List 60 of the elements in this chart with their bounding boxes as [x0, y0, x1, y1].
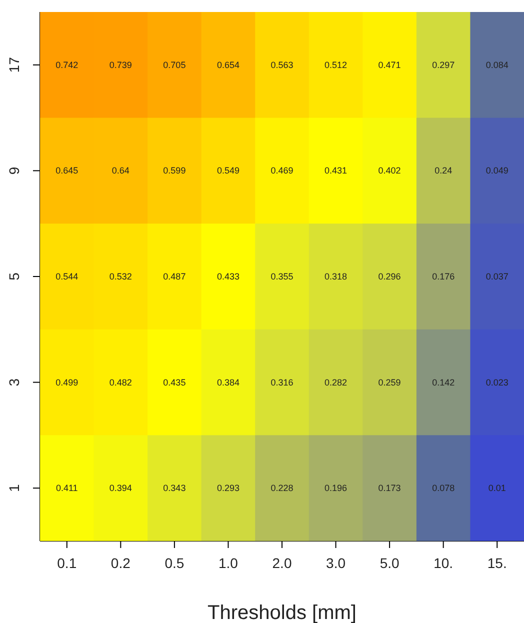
y-tick-label: 3: [6, 378, 22, 386]
data-label: 0.343: [163, 483, 186, 494]
data-label: 0.142: [432, 377, 455, 388]
x-tick-label: 2.0: [272, 554, 292, 571]
data-label: 0.431: [324, 166, 348, 176]
data-label: 0.471: [378, 60, 401, 70]
x-tick-label: 0.2: [110, 554, 131, 571]
data-label: 0.654: [216, 60, 240, 70]
data-label: 0.563: [270, 60, 294, 70]
data-label: 0.084: [486, 60, 508, 70]
data-label: 0.173: [378, 483, 401, 494]
data-label: 0.282: [324, 377, 348, 388]
data-label: 0.318: [324, 272, 348, 282]
data-label: 0.433: [216, 272, 240, 282]
data-label: 0.297: [432, 60, 455, 70]
data-label: 0.645: [56, 166, 78, 176]
data-label: 0.259: [378, 377, 401, 388]
data-label: 0.482: [109, 377, 132, 388]
x-tick-label: 1.0: [218, 554, 238, 571]
data-label: 0.739: [109, 60, 132, 70]
x-axis-title: Thresholds [mm]: [208, 602, 356, 623]
data-label: 0.512: [324, 60, 348, 70]
data-label: 0.228: [270, 483, 294, 494]
data-label: 0.544: [56, 272, 78, 282]
data-label: 0.176: [432, 272, 455, 282]
data-label: 0.049: [486, 166, 508, 176]
data-label: 0.499: [56, 377, 78, 388]
y-tick-label: 9: [6, 166, 22, 175]
data-label: 0.24: [434, 166, 452, 176]
data-label: 0.469: [270, 166, 294, 176]
data-label: 0.549: [216, 166, 240, 176]
data-label: 0.316: [270, 377, 294, 388]
x-tick-label: 10.: [434, 554, 454, 571]
data-label: 0.742: [56, 60, 78, 70]
data-label: 0.384: [216, 377, 240, 388]
data-label: 0.402: [378, 166, 401, 176]
x-tick-label: 0.1: [57, 554, 77, 571]
x-tick-label: 15.: [487, 554, 507, 571]
y-tick-label: 1: [6, 484, 22, 492]
data-label: 0.296: [378, 272, 401, 282]
data-label: 0.394: [109, 483, 132, 494]
data-label: 0.293: [216, 483, 240, 494]
x-tick-label: 5.0: [380, 554, 400, 571]
data-label: 0.023: [486, 377, 508, 388]
data-label: 0.64: [112, 166, 130, 176]
data-label: 0.196: [324, 483, 348, 494]
data-label: 0.078: [432, 483, 455, 494]
x-tick-label: 3.0: [326, 554, 346, 571]
y-tick-label: 5: [6, 272, 22, 280]
data-label: 0.037: [486, 272, 508, 282]
data-label: 0.532: [109, 272, 132, 282]
data-label: 0.599: [163, 166, 186, 176]
data-label: 0.705: [163, 60, 186, 70]
data-label: 0.435: [163, 377, 186, 388]
data-label: 0.01: [488, 483, 506, 494]
y-tick-label: 17: [6, 56, 22, 73]
data-label: 0.487: [163, 272, 186, 282]
data-label: 0.355: [270, 272, 294, 282]
x-tick-label: 0.5: [164, 554, 184, 571]
data-label: 0.411: [56, 483, 78, 494]
